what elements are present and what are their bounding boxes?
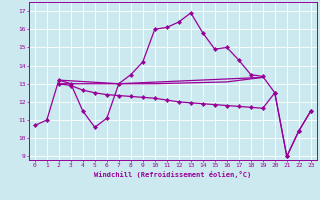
X-axis label: Windchill (Refroidissement éolien,°C): Windchill (Refroidissement éolien,°C) bbox=[94, 171, 252, 178]
